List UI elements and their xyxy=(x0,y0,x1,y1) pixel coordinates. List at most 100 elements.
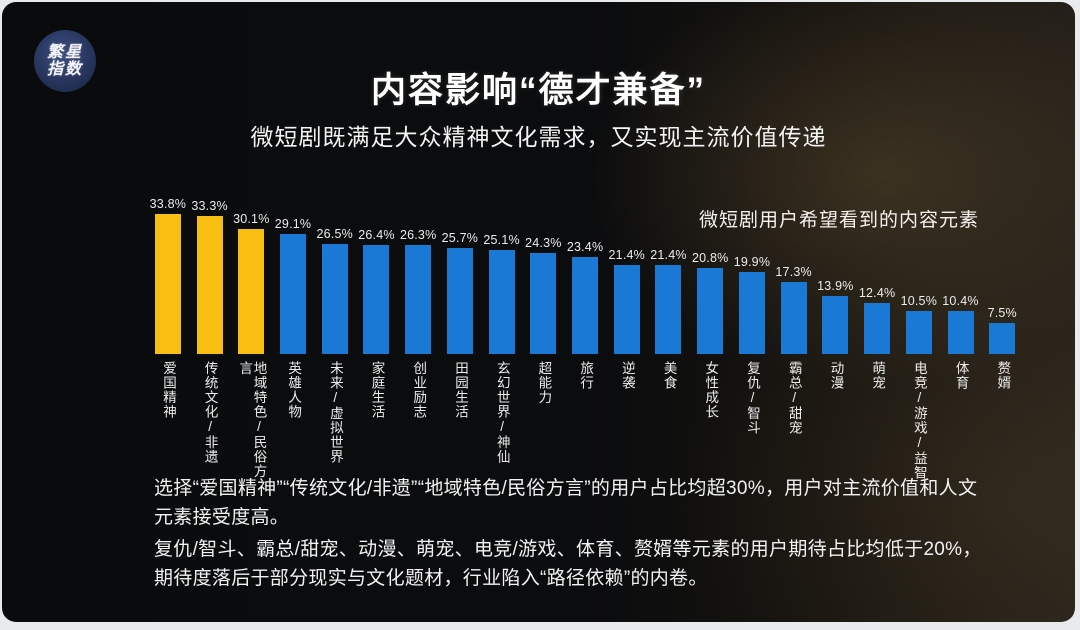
bar-value-label: 13.9% xyxy=(817,279,854,294)
bar-category-label: 家庭生活 xyxy=(369,361,385,419)
bar xyxy=(488,250,515,354)
bar-category: 爱国精神 xyxy=(147,361,189,419)
bar-category-label: 复仇/智斗 xyxy=(745,361,760,435)
bar xyxy=(238,229,265,354)
bar-category: 英雄人物 xyxy=(272,361,314,419)
bar-category-label: 女性成长 xyxy=(703,361,719,419)
chart-bars: 33.8% 33.3% 30.1% 29.1% 26.5% 26.4% 26.3% 25.7%… xyxy=(147,194,1023,354)
bar-column: 12.4% xyxy=(856,286,898,354)
bar-column: 13.9% xyxy=(815,279,857,354)
bar xyxy=(154,214,181,354)
bar-chart: 33.8% 33.3% 30.1% 29.1% 26.5% 26.4% 26.3% 25.7%… xyxy=(147,194,1023,481)
note-paragraph-1: 选择“爱国精神”“传统文化/非遗”“地域特色/民俗方言”的用户占比均超30%，用… xyxy=(154,478,978,528)
bar xyxy=(822,296,849,354)
bar xyxy=(321,244,348,354)
bar-category-label: 萌宠 xyxy=(870,361,886,390)
bar-column: 26.3% xyxy=(397,228,439,354)
brand-logo-text-line1: 繁星 xyxy=(46,42,83,62)
note-paragraph-2: 复仇/智斗、霸总/甜宠、动漫、萌宠、电竞/游戏、体育、赘婿等元素的用户期待占比均… xyxy=(154,539,982,589)
bar-category-label: 逆袭 xyxy=(619,361,635,390)
bar xyxy=(405,245,432,354)
bar-category-label: 田园生活 xyxy=(452,361,468,419)
bar xyxy=(864,302,891,354)
bar-category: 未来/虚拟世界 xyxy=(314,361,356,464)
brand-logo: 繁星 指数 xyxy=(34,30,96,92)
bar-column: 19.9% xyxy=(731,255,773,354)
bar xyxy=(655,265,682,354)
bar-category-label: 超能力 xyxy=(536,361,552,405)
notes: 选择“爱国精神”“传统文化/非遗”“地域特色/民俗方言”的用户占比均超30%，用… xyxy=(154,475,992,593)
bar-category: 女性成长 xyxy=(689,361,731,419)
bar xyxy=(697,267,724,354)
bar-value-label: 24.3% xyxy=(525,236,562,251)
bar-value-label: 7.5% xyxy=(987,305,1017,320)
bar-category: 霸总/甜宠 xyxy=(773,361,815,435)
bar xyxy=(530,253,557,354)
bar-category: 动漫 xyxy=(815,361,857,390)
bar-category-label: 英雄人物 xyxy=(286,361,302,419)
bar xyxy=(446,247,473,354)
bar xyxy=(738,271,765,354)
bar-column: 20.8% xyxy=(689,251,731,354)
bar xyxy=(196,216,223,354)
bar-category: 家庭生活 xyxy=(356,361,398,419)
bar-category-label: 未来/虚拟世界 xyxy=(327,361,343,464)
bar-value-label: 29.1% xyxy=(274,216,312,231)
bar-category: 创业励志 xyxy=(397,361,439,419)
bar-category-label: 创业励志 xyxy=(411,361,427,419)
chart-category-labels: 爱国精神 传统文化/非遗 地域特色/民俗方言 英雄人物 未来/虚拟世界 家庭生活 创业励志 田… xyxy=(147,361,1023,481)
bar-value-label: 17.3% xyxy=(775,265,812,280)
bar-value-label: 21.4% xyxy=(608,248,645,263)
bar-column: 10.4% xyxy=(940,294,982,354)
bar-category-label: 爱国精神 xyxy=(160,361,176,419)
bar-value-label: 26.5% xyxy=(316,227,353,242)
page-title: 内容影响“德才兼备” xyxy=(370,71,706,110)
bar-column: 21.4% xyxy=(606,248,648,354)
bar-value-label: 10.5% xyxy=(900,293,938,308)
bar-column: 25.7% xyxy=(439,231,481,354)
bar-value-label: 25.1% xyxy=(483,233,520,248)
bar-value-label: 21.4% xyxy=(650,248,687,263)
chart-title: 微短剧用户希望看到的内容元素 xyxy=(699,210,980,231)
bar-category: 体育 xyxy=(940,361,982,390)
bar-category-label: 体育 xyxy=(953,361,969,390)
bar-category: 电竞/游戏/益智 xyxy=(898,361,940,480)
bar-value-label: 26.3% xyxy=(399,228,437,243)
bar-category-label: 赘婿 xyxy=(995,361,1011,390)
bar-category-label: 动漫 xyxy=(828,361,844,390)
bar-column: 30.1% xyxy=(230,212,272,354)
brand-logo-text-line2: 指数 xyxy=(46,59,83,78)
bar-column: 21.4% xyxy=(648,248,690,354)
bar-column: 25.1% xyxy=(481,233,523,354)
bar-column: 26.4% xyxy=(356,228,398,354)
bar-value-label: 25.7% xyxy=(441,230,479,245)
bar-category: 逆袭 xyxy=(606,361,648,390)
bar-category: 旅行 xyxy=(564,361,606,390)
bar-category: 田园生活 xyxy=(439,361,481,419)
bar xyxy=(363,244,390,354)
bar xyxy=(780,282,807,354)
bar-category: 地域特色/民俗方言 xyxy=(230,361,272,481)
bar-value-label: 12.4% xyxy=(858,285,896,300)
bar-category-label: 电竞/游戏/益智 xyxy=(911,361,927,480)
bar-category: 美食 xyxy=(648,361,690,390)
bar-category: 玄幻世界/神仙 xyxy=(481,361,523,464)
bar xyxy=(989,322,1016,354)
bar-category-label: 美食 xyxy=(661,361,677,390)
bar-column: 26.5% xyxy=(314,227,356,354)
bar-column: 33.3% xyxy=(189,199,231,354)
bar-value-label: 33.8% xyxy=(149,197,187,212)
page-subtitle: 微短剧既满足大众精神文化需求，又实现主流价值传递 xyxy=(250,124,827,150)
bar-category-label: 地域特色/民俗方言 xyxy=(237,361,267,479)
bar-category-label: 旅行 xyxy=(578,361,594,390)
bar xyxy=(613,265,640,354)
bar-value-label: 30.1% xyxy=(233,212,270,227)
bar-column: 17.3% xyxy=(773,265,815,354)
bar-column: 7.5% xyxy=(981,306,1023,354)
bar-value-label: 33.3% xyxy=(191,199,228,214)
bar-category: 复仇/智斗 xyxy=(731,361,773,435)
bar-category: 超能力 xyxy=(522,361,564,405)
bar-column: 23.4% xyxy=(564,240,606,354)
bar-value-label: 26.4% xyxy=(358,227,395,242)
